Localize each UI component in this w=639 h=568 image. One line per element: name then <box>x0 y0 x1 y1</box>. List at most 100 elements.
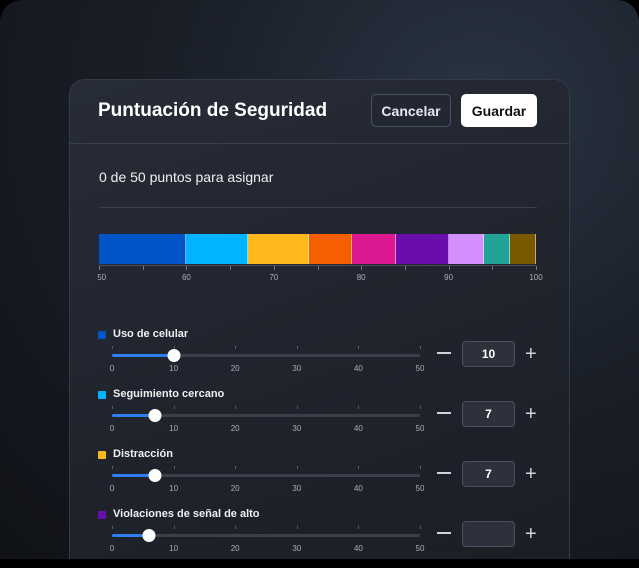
slider-tick-label: 0 <box>109 364 115 373</box>
category-row: Seguimiento cercano 0 10 20 30 40 50 7 + <box>97 388 547 448</box>
slider-track[interactable]: 0 10 20 30 40 50 <box>110 466 424 493</box>
slider-tick <box>358 526 360 529</box>
color-swatch <box>98 331 106 339</box>
bar-segment <box>396 234 449 264</box>
category-label: Distracción <box>113 448 173 460</box>
category-row: Violaciones de señal de alto 0 10 20 30 40 50 + <box>97 508 547 568</box>
slider-tick-label: 30 <box>292 364 302 373</box>
slider-tick <box>420 406 421 409</box>
axis-tick-label: 90 <box>444 273 454 282</box>
minus-icon[interactable] <box>437 532 451 534</box>
axis-tick <box>99 266 100 270</box>
slider-tick-label: 10 <box>169 364 179 373</box>
slider-tick-label: 20 <box>230 484 240 493</box>
slider-track[interactable]: 0 10 20 30 40 50 <box>110 346 424 373</box>
cancel-button[interactable]: Cancelar <box>371 94 451 127</box>
bar-segment <box>186 234 248 264</box>
distribution-bar <box>99 234 536 264</box>
slider-tick <box>112 406 113 409</box>
save-button[interactable]: Guardar <box>461 94 537 127</box>
axis-tick-label: 50 <box>97 273 107 282</box>
slider-tick <box>296 406 298 409</box>
minus-icon[interactable] <box>437 412 451 414</box>
slider-tick-label: 20 <box>230 544 240 553</box>
distribution-axis: 50 60 70 80 90 100 <box>97 265 543 286</box>
plus-icon[interactable]: + <box>525 523 537 545</box>
value-input[interactable]: 7 <box>462 461 515 487</box>
bar-segment <box>448 234 484 264</box>
category-row: Uso de celular 0 10 20 30 40 50 10 + <box>97 328 547 388</box>
color-swatch <box>98 451 106 459</box>
slider-track[interactable]: 0 10 20 30 40 50 <box>110 406 424 433</box>
axis-tick <box>142 266 144 270</box>
slider-tick-label: 50 <box>415 544 425 553</box>
slider-fill <box>112 474 156 477</box>
slider-tick <box>235 406 237 409</box>
axis-tick <box>317 266 319 270</box>
bar-segment <box>509 234 536 264</box>
slider-tick-label: 0 <box>109 544 115 553</box>
slider-tick <box>358 466 360 469</box>
slider-tick-label: 0 <box>109 484 115 493</box>
slider-tick <box>112 346 113 349</box>
slider-fill <box>112 414 156 417</box>
slider-tick <box>420 526 421 529</box>
plus-icon[interactable]: + <box>525 403 537 425</box>
slider-track[interactable]: 0 10 20 30 40 50 <box>110 526 424 553</box>
slider-tick <box>358 406 360 409</box>
slider-thumb[interactable] <box>148 469 162 482</box>
slider-tick <box>420 346 421 349</box>
axis-tick-label: 70 <box>269 273 279 282</box>
slider-tick <box>296 346 298 349</box>
value-input[interactable]: 10 <box>462 341 515 367</box>
remaining-points-text: 0 de 50 puntos para asignar <box>99 169 274 185</box>
slider-thumb[interactable] <box>148 409 162 422</box>
color-swatch <box>98 511 106 519</box>
slider-tick-label: 50 <box>415 484 425 493</box>
axis-tick <box>492 266 494 270</box>
slider-tick <box>296 526 298 529</box>
slider-fill <box>112 534 149 537</box>
slider-tick-label: 30 <box>292 544 302 553</box>
bar-segment <box>247 234 309 264</box>
dialog-title: Puntuación de Seguridad <box>98 100 328 121</box>
axis-tick <box>404 266 406 270</box>
slider-tick <box>112 466 113 469</box>
slider-tick <box>112 526 113 529</box>
axis-tick <box>536 266 537 270</box>
category-label: Violaciones de señal de alto <box>113 508 260 520</box>
category-row: Distracción 0 10 20 30 40 50 7 + <box>97 448 547 508</box>
slider-tick <box>420 466 421 469</box>
slider-tick <box>358 346 360 349</box>
axis-tick <box>273 266 275 270</box>
color-swatch <box>98 391 106 399</box>
bar-segment <box>352 234 397 264</box>
slider-tick-label: 50 <box>415 364 425 373</box>
category-label: Seguimiento cercano <box>113 388 225 400</box>
plus-icon[interactable]: + <box>525 343 537 365</box>
plus-icon[interactable]: + <box>525 463 537 485</box>
slider-fill <box>112 354 174 357</box>
slider-tick-label: 30 <box>292 484 302 493</box>
value-input[interactable]: 7 <box>462 401 515 427</box>
slider-tick-label: 50 <box>415 424 425 433</box>
slider-tick-label: 40 <box>353 484 363 493</box>
slider-tick-label: 20 <box>230 364 240 373</box>
slider-thumb[interactable] <box>142 529 156 542</box>
value-input[interactable] <box>462 521 515 547</box>
axis-tick <box>186 266 188 270</box>
minus-icon[interactable] <box>437 472 451 474</box>
bar-segment <box>99 234 187 264</box>
slider-tick <box>173 466 175 469</box>
axis-tick-label: 80 <box>356 273 366 282</box>
axis-tick <box>448 266 450 270</box>
slider-tick-label: 40 <box>353 424 363 433</box>
slider-tick <box>173 346 175 349</box>
minus-icon[interactable] <box>437 352 451 354</box>
slider-tick <box>235 526 237 529</box>
axis-tick-label: 100 <box>529 273 543 282</box>
slider-tick <box>296 466 298 469</box>
slider-thumb[interactable] <box>167 349 181 362</box>
safety-score-dialog: Puntuación de Seguridad Cancelar Guardar… <box>69 79 570 559</box>
slider-tick-label: 40 <box>353 364 363 373</box>
